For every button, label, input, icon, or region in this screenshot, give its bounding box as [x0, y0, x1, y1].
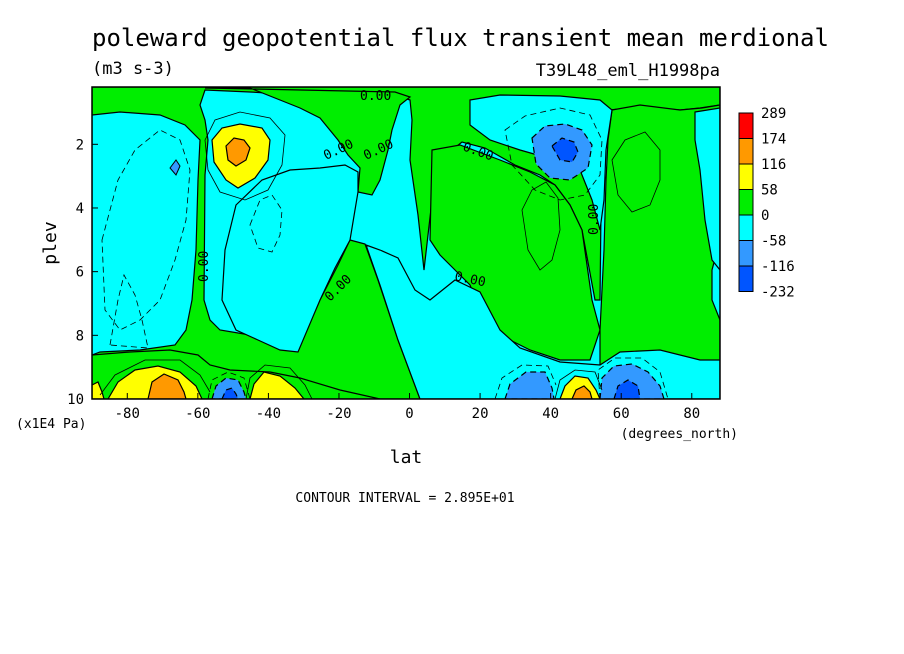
experiment-label: T39L48_eml_H1998pa	[536, 61, 720, 81]
y-tick-label: 8	[76, 328, 84, 344]
x-tick-label: -20	[326, 406, 351, 422]
colorbar-label: -116	[761, 259, 795, 275]
chart-units: (m3 s-3)	[92, 59, 174, 79]
contour-interval-text: CONTOUR INTERVAL = 2.895E+01	[295, 491, 514, 506]
plot-area: 0.00 0.00 0.00 0.00 0.00 0.00 0.00 0.00	[92, 87, 720, 399]
colorbar: 289 174 116 58 0 -58 -116 -232	[738, 106, 795, 301]
field-max-lower-left-orange	[147, 373, 187, 399]
x-axis: -80 -60 -40 -20 0 20 40 60 80	[115, 393, 700, 422]
y-tick-label: 10	[67, 392, 84, 408]
x-tick-label: 80	[683, 406, 700, 422]
y-axis: 2 4 6 8 10	[67, 137, 98, 408]
field-max-lower-far-left-yellow	[92, 381, 105, 399]
field-positive-right-middle	[429, 144, 601, 361]
x-tick-label: 60	[613, 406, 630, 422]
x-tick-label: 20	[472, 406, 489, 422]
field-min-upper-left-small	[169, 159, 181, 176]
field-min-lower-right-mid	[599, 363, 665, 399]
colorbar-label: 174	[761, 132, 786, 148]
contour-lines-thin	[99, 107, 669, 399]
colorbar-segment	[738, 265, 754, 292]
colorbar-label: 0	[761, 208, 769, 224]
colorbar-segment	[738, 163, 754, 190]
colorbar-segment	[738, 240, 754, 267]
colorbar-label: -58	[761, 234, 786, 250]
colorbar-label: -232	[761, 285, 795, 301]
field-negative-center	[221, 164, 359, 353]
contour-label: 0.00	[360, 89, 391, 104]
field-max-upper-left-orange	[225, 137, 251, 167]
y-tick-label: 2	[76, 137, 84, 153]
field-min-upper-right-deep	[551, 137, 579, 163]
y-units-label: (x1E4 Pa)	[16, 417, 86, 432]
field-positive-right-edge	[599, 104, 720, 399]
field-max-lower-right-orange	[571, 385, 593, 399]
x-units-label: (degrees_north)	[621, 427, 738, 442]
colorbar-segment	[738, 214, 754, 241]
contour-label: 0.00	[453, 269, 487, 290]
y-tick-label: 6	[76, 265, 84, 281]
x-tick-label: 40	[542, 406, 559, 422]
x-tick-label: -60	[185, 406, 210, 422]
colorbar-label: 289	[761, 106, 786, 122]
colorbar-segment	[738, 189, 754, 216]
colorbar-segment	[738, 112, 754, 139]
field-min-lower-center-mid	[504, 371, 555, 399]
field-min-lower-right-deep	[613, 379, 641, 399]
field-negative-equator	[365, 244, 720, 399]
y-tick-label: 4	[76, 201, 84, 217]
field-max-lower-mid-yellow	[249, 371, 305, 399]
y-axis-label: plev	[40, 221, 61, 264]
x-tick-label: 0	[405, 406, 413, 422]
colorbar-label: 116	[761, 157, 786, 173]
contour-label: 0.00	[197, 251, 212, 282]
x-axis-label: lat	[390, 447, 423, 468]
chart-title: poleward geopotential flux transient mea…	[92, 24, 829, 52]
colorbar-label: 58	[761, 183, 778, 199]
field-negative-left-column	[92, 111, 201, 356]
colorbar-segment	[738, 138, 754, 165]
x-tick-label: -80	[115, 406, 140, 422]
field-negative-far-right	[694, 107, 720, 271]
plot-frame	[91, 86, 721, 400]
field-min-lower-left-deep	[221, 387, 239, 399]
x-tick-label: -40	[256, 406, 281, 422]
contour-label: 0.00	[587, 204, 602, 235]
